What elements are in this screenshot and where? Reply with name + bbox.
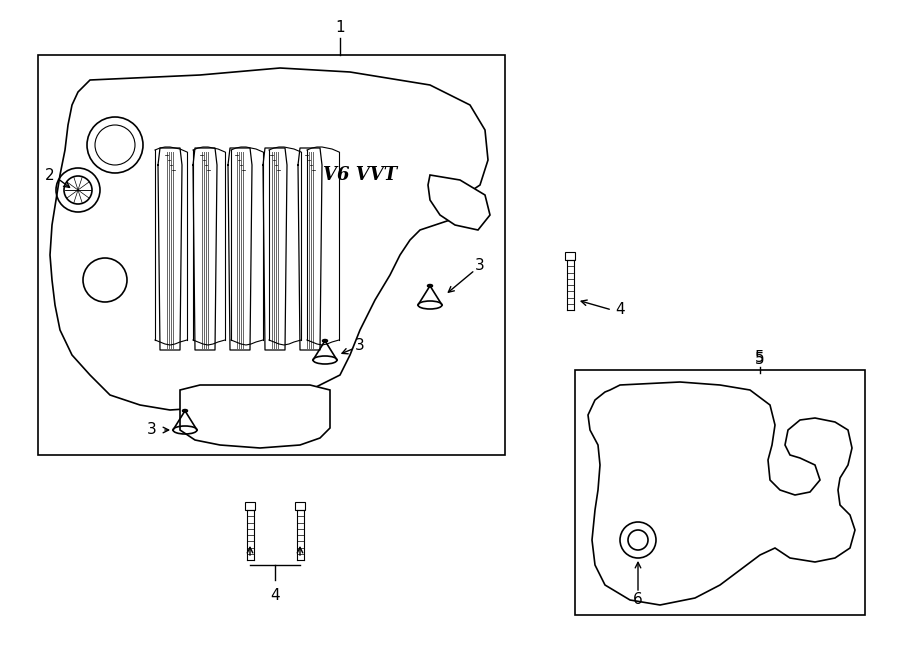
Text: 2: 2 (45, 167, 55, 182)
Text: 3: 3 (147, 422, 157, 438)
Bar (38, 55, 505, 455)
Text: 5: 5 (755, 350, 765, 366)
PathPatch shape (180, 385, 330, 448)
Text: 6: 6 (633, 592, 643, 607)
Text: V6 VVT: V6 VVT (323, 166, 397, 184)
Bar (575, 370, 865, 615)
Bar (565, 252, 575, 260)
Text: 5: 5 (755, 352, 765, 368)
Bar (295, 502, 305, 510)
Text: 1: 1 (335, 20, 345, 36)
Bar (245, 502, 255, 510)
Text: 3: 3 (356, 338, 364, 352)
Text: 3: 3 (475, 258, 485, 272)
PathPatch shape (428, 175, 490, 230)
PathPatch shape (588, 382, 855, 605)
PathPatch shape (50, 68, 488, 410)
Text: 4: 4 (270, 588, 280, 602)
Text: 4: 4 (616, 303, 625, 317)
